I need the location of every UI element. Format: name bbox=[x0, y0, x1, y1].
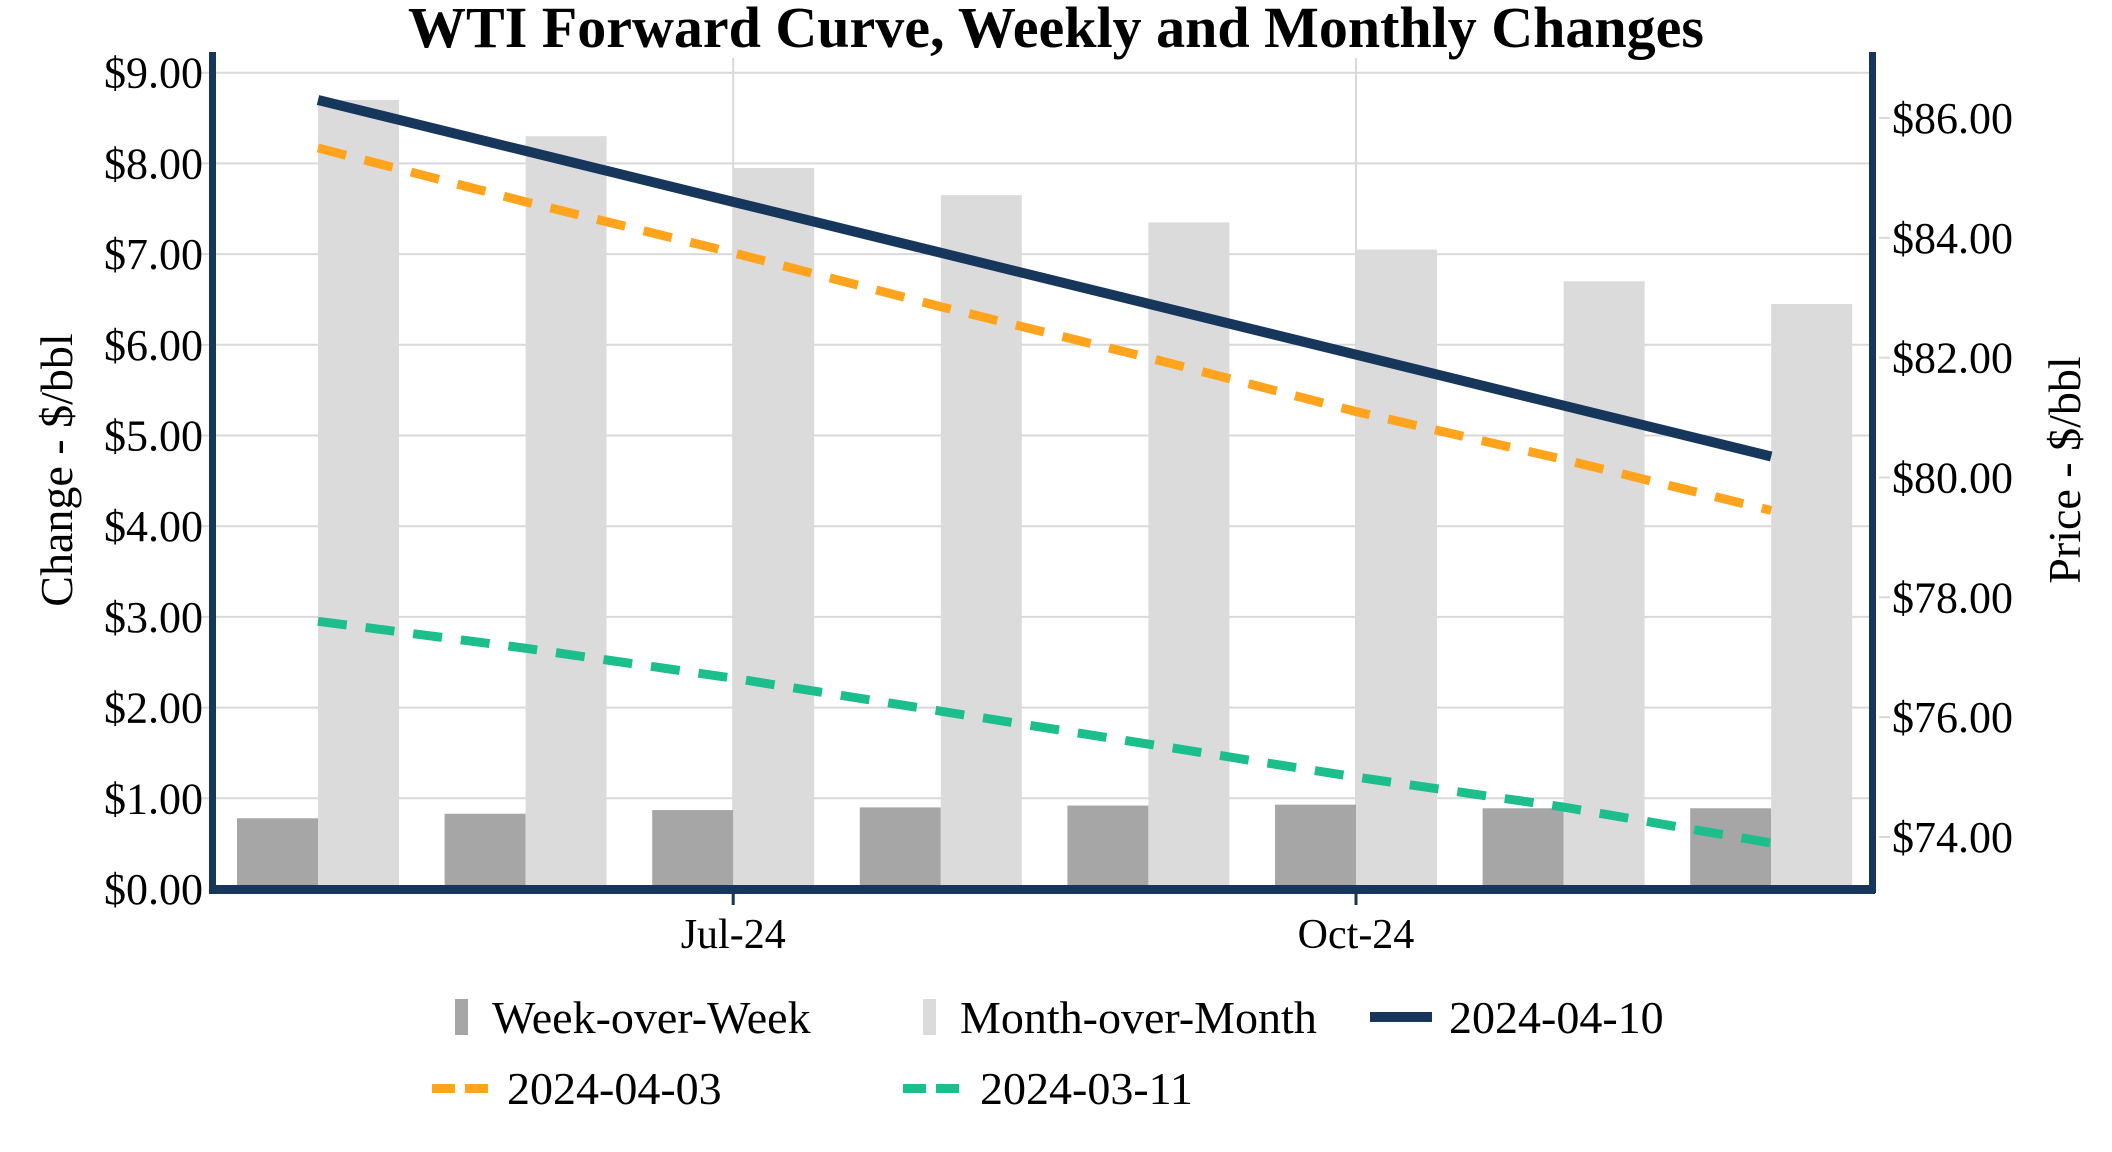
bar-month-over-month bbox=[1563, 281, 1645, 889]
right-axis-line bbox=[1869, 52, 1876, 893]
bar-month-over-month bbox=[1771, 303, 1853, 889]
right-axis-tick-label: $76.00 bbox=[1892, 693, 2013, 742]
right-axis-tick-label: $84.00 bbox=[1892, 214, 2013, 263]
bar-month-over-month bbox=[525, 136, 607, 889]
bar-month-over-month bbox=[1356, 249, 1437, 889]
bar-week-over-week bbox=[1690, 808, 1772, 889]
left-axis-tick-label: $8.00 bbox=[104, 139, 203, 188]
bar-month-over-month bbox=[940, 195, 1022, 889]
bar-week-over-week bbox=[1067, 805, 1149, 889]
x-axis-line bbox=[209, 885, 1875, 894]
left-axis-line bbox=[209, 52, 216, 893]
right-axis-tick-label: $74.00 bbox=[1892, 813, 2013, 862]
right-axis-tick-label: $80.00 bbox=[1892, 453, 2013, 502]
price-line-2024-04-10 bbox=[316, 95, 1773, 462]
bar-week-over-week bbox=[444, 813, 526, 889]
bar-week-over-week bbox=[1275, 804, 1356, 889]
bar-month-over-month bbox=[1148, 222, 1230, 890]
x-axis-tick bbox=[731, 894, 735, 905]
right-axis-tick-label: $82.00 bbox=[1892, 334, 2013, 383]
bar-week-over-week bbox=[237, 818, 318, 889]
price-line-2024-04-03 bbox=[316, 143, 1773, 515]
bar-month-over-month bbox=[318, 99, 399, 889]
left-axis-tick-label: $3.00 bbox=[104, 593, 203, 642]
bar-week-over-week bbox=[859, 807, 941, 889]
left-axis-tick-label: $7.00 bbox=[104, 230, 203, 279]
left-axis-tick-label: $2.00 bbox=[104, 684, 203, 733]
chart-title: WTI Forward Curve, Weekly and Monthly Ch… bbox=[408, 0, 1704, 60]
left-axis-tick-label: $4.00 bbox=[104, 502, 203, 551]
bar-week-over-week bbox=[1482, 808, 1564, 889]
left-axis-tick-label: $6.00 bbox=[104, 321, 203, 370]
price-line-2024-03-11 bbox=[317, 616, 1772, 848]
left-axis-tick-label: $5.00 bbox=[104, 412, 203, 461]
x-axis-tick-label: Jul-24 bbox=[681, 912, 786, 958]
bar-week-over-week bbox=[652, 810, 734, 889]
right-axis-tick-label: $86.00 bbox=[1892, 94, 2013, 143]
right-axis-tick-label: $78.00 bbox=[1892, 573, 2013, 622]
left-axis-tick-label: $9.00 bbox=[104, 49, 203, 98]
x-axis-tick bbox=[1354, 894, 1358, 905]
left-axis-tick-label: $0.00 bbox=[104, 865, 203, 914]
left-axis-tick-label: $1.00 bbox=[104, 774, 203, 823]
x-axis-tick-label: Oct-24 bbox=[1298, 912, 1415, 958]
bar-month-over-month bbox=[733, 167, 815, 889]
